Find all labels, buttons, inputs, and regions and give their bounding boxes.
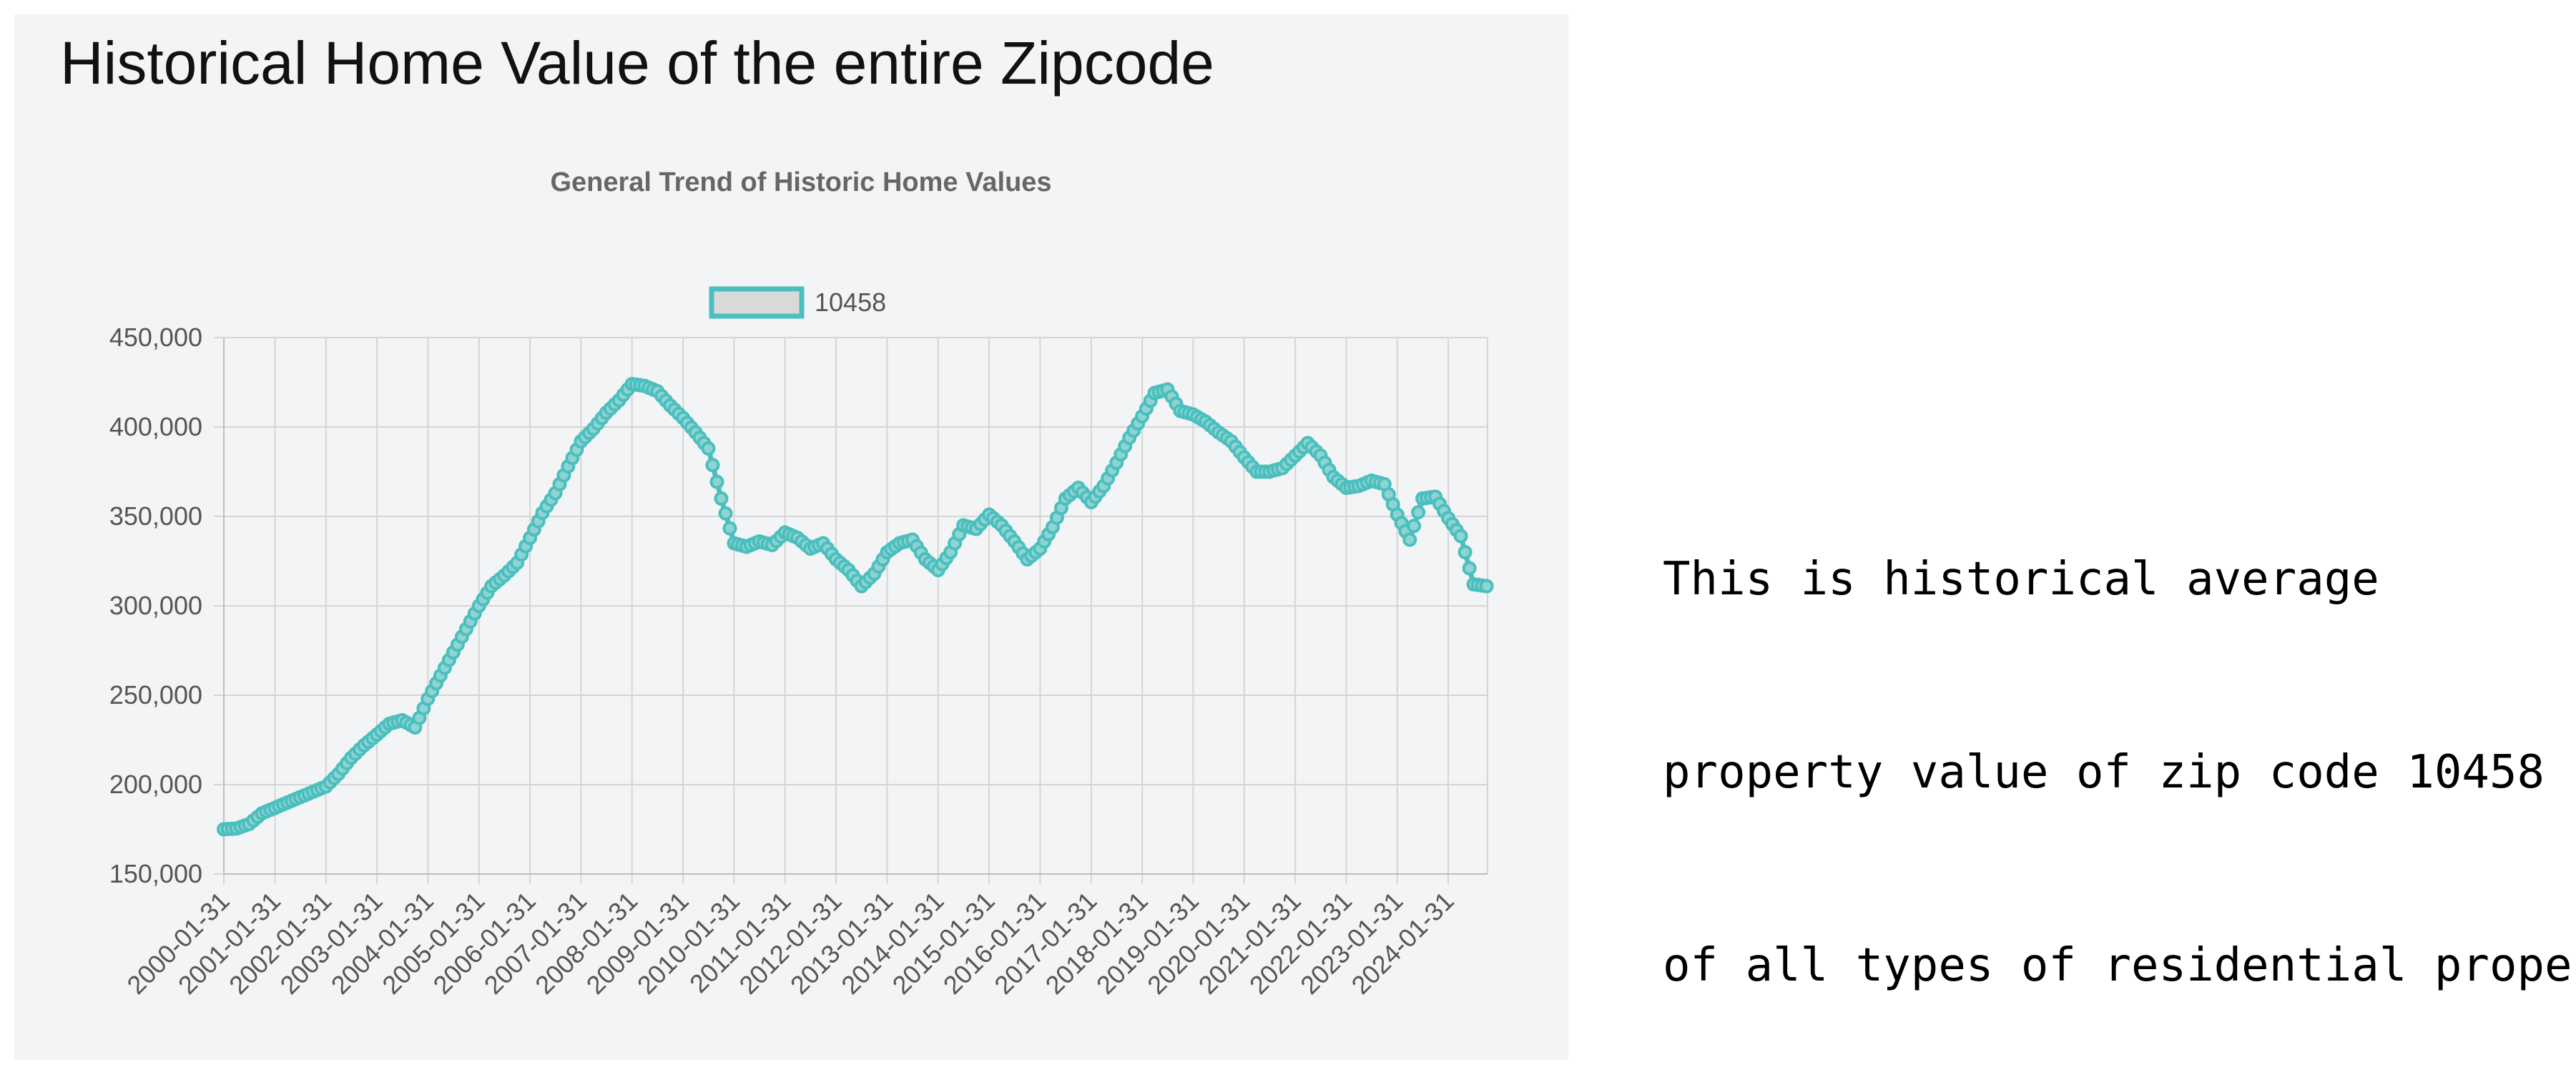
annotation-line-3: of all types of residential property <box>1663 939 2576 992</box>
data-point[interactable] <box>718 506 733 521</box>
data-point[interactable] <box>1453 529 1468 544</box>
y-tick-label: 150,000 <box>109 859 202 888</box>
data-point[interactable] <box>705 458 720 473</box>
annotation-line-1: This is historical average <box>1663 553 2379 606</box>
y-tick-label: 350,000 <box>109 501 202 531</box>
data-point[interactable] <box>1411 505 1426 520</box>
data-point[interactable] <box>714 491 729 506</box>
data-point[interactable] <box>701 441 716 456</box>
chart-legend[interactable]: 10458 <box>709 286 886 319</box>
axes <box>223 338 1488 875</box>
data-point[interactable] <box>1479 579 1494 594</box>
y-tick-label: 300,000 <box>109 591 202 620</box>
annotation-line-2: property value of zip code 10458 <box>1663 746 2545 799</box>
annotation-note: This is historical average property valu… <box>1663 418 2576 1062</box>
data-point[interactable] <box>709 474 724 489</box>
line-chart: General Trend of Historic Home Values 10… <box>109 167 1494 1000</box>
data-point[interactable] <box>1462 561 1477 576</box>
data-point[interactable] <box>722 521 737 536</box>
grid-lines <box>214 337 1488 884</box>
data-point[interactable] <box>1402 532 1417 547</box>
data-point[interactable] <box>1457 545 1473 559</box>
data-point[interactable] <box>1407 519 1422 534</box>
y-tick-label: 400,000 <box>109 412 202 441</box>
legend-swatch <box>709 286 805 319</box>
x-axis-ticks: 2000-01-312001-01-312002-01-312003-01-31… <box>121 886 1459 1000</box>
legend-label: 10458 <box>815 288 886 317</box>
chart-title: General Trend of Historic Home Values <box>550 167 1051 197</box>
y-tick-label: 200,000 <box>109 770 202 799</box>
y-tick-label: 450,000 <box>109 323 202 352</box>
series-10458 <box>217 377 1494 837</box>
page-title: Historical Home Value of the entire Zipc… <box>60 29 1214 97</box>
y-tick-label: 250,000 <box>109 680 202 710</box>
y-axis-ticks: 450,000 400,000 350,000 300,000 250,000 200,0… <box>109 323 202 888</box>
